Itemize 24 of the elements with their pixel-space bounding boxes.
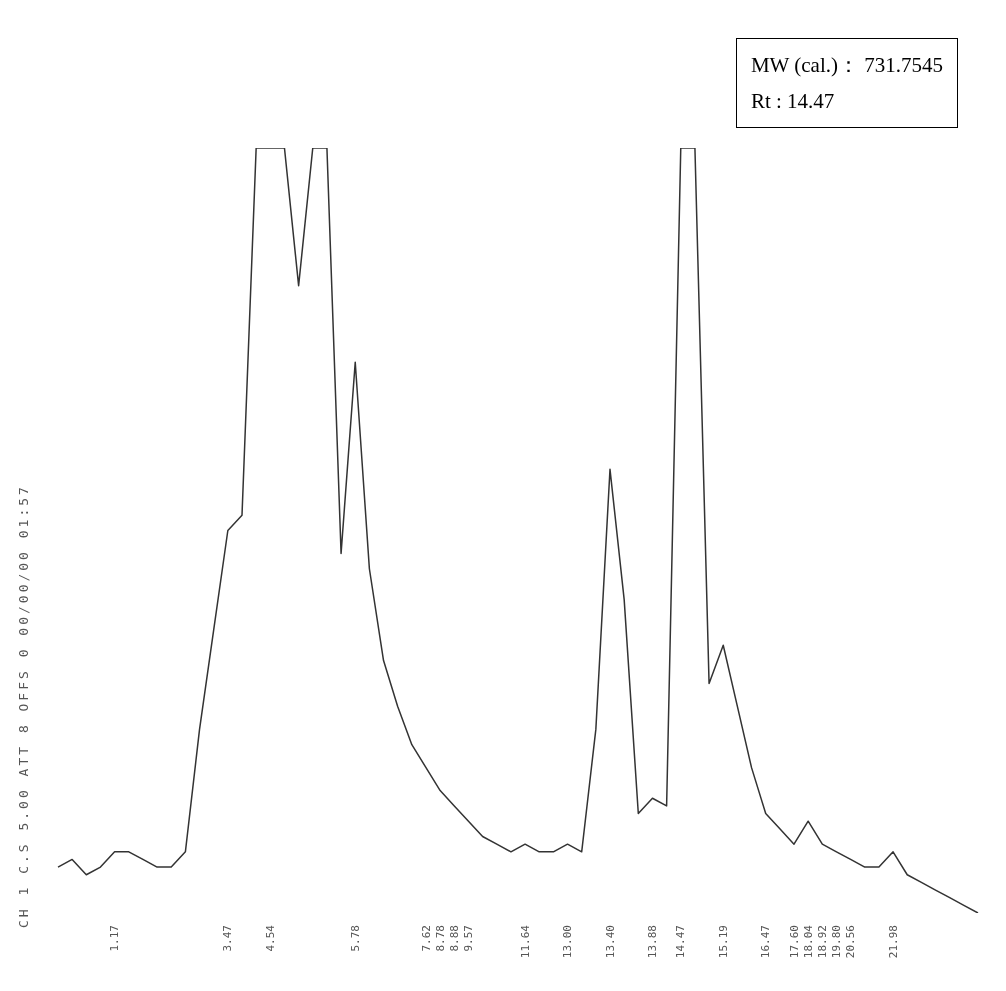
- x-tick-label: 1.17: [108, 925, 122, 952]
- x-tick-label: 16.47: [759, 925, 773, 959]
- x-tick-label: 13.00: [561, 925, 575, 959]
- x-tick-label: 19.80: [829, 925, 843, 959]
- x-tick-label: 15.19: [716, 925, 730, 959]
- x-tick-label: 11.64: [518, 924, 532, 959]
- x-tick-label: 13.88: [645, 925, 659, 959]
- x-tick-label: 8.88: [447, 925, 461, 952]
- x-tick-label: 9.57: [461, 925, 475, 952]
- x-tick-label: 14.47: [674, 925, 688, 959]
- text: Rt : 14.47: [750, 88, 836, 115]
- x-tick-label: 20.56: [844, 925, 858, 959]
- x-tick-label: 13.40: [603, 925, 617, 959]
- x-tick-label: 21.98: [886, 925, 900, 959]
- x-tick-label: 5.78: [348, 925, 362, 952]
- x-tick-label: 3.47: [221, 925, 235, 952]
- x-tick-label: 17.60: [787, 925, 801, 959]
- x-tick-label: 18.92: [815, 925, 829, 959]
- text: MW (cal.)： 731.7545: [750, 52, 943, 79]
- x-tick-label: 7.62: [419, 925, 433, 952]
- x-tick-label: 4.54: [263, 924, 277, 952]
- x-tick-label: 18.04: [801, 924, 815, 959]
- x-tick-label: 8.78: [433, 925, 447, 952]
- text: CH 1 C.S 5.00 ATT 8 OFFS 0 00/00/00 01:57: [16, 484, 31, 928]
